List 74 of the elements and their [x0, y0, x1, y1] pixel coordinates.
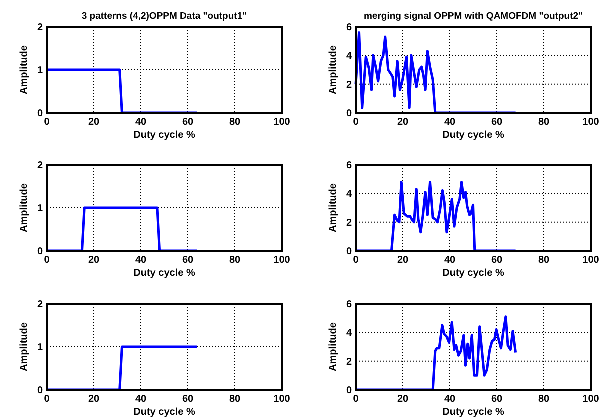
x-tick-label: 0 — [44, 394, 50, 405]
y-tick-label: 4 — [346, 51, 352, 62]
y-tick-label: 0 — [37, 246, 44, 258]
y-axis-title: Amplitude — [328, 183, 339, 232]
line-series — [354, 180, 518, 252]
x-axis-title: Duty cycle % — [442, 407, 504, 418]
y-tick-label: 2 — [37, 160, 44, 172]
y-tick-label: 6 — [346, 300, 352, 310]
x-tick-label: 20 — [397, 394, 409, 405]
y-tick-label: 1 — [37, 66, 44, 76]
line-series — [354, 31, 518, 114]
x-axis-title: Duty cycle % — [134, 407, 196, 418]
x-axis-title: Duty cycle % — [442, 130, 504, 141]
y-axis-title: Amplitude — [328, 322, 339, 372]
y-tick-label: 4 — [346, 328, 352, 340]
x-tick-label: 20 — [88, 117, 100, 128]
x-tick-label: 80 — [538, 117, 550, 128]
chart-title: 3 patterns (4,2)OPPM Data "output1" — [82, 11, 248, 22]
y-tick-label: 2 — [346, 80, 352, 91]
x-tick-label: 20 — [397, 117, 409, 128]
x-tick-label: 60 — [182, 255, 194, 266]
x-tick-label: 40 — [444, 117, 456, 128]
x-tick-label: 80 — [538, 394, 550, 405]
y-axis-title: Amplitude — [19, 45, 30, 94]
y-axis-title: Amplitude — [328, 45, 339, 94]
x-tick-label: 0 — [44, 255, 50, 266]
x-tick-label: 100 — [582, 255, 600, 266]
x-axis-title: Duty cycle % — [442, 268, 504, 279]
x-tick-label: 60 — [491, 394, 503, 405]
y-tick-label: 2 — [346, 356, 352, 368]
x-tick-label: 40 — [444, 255, 456, 266]
x-tick-label: 40 — [135, 255, 147, 266]
x-tick-label: 60 — [182, 117, 194, 128]
y-tick-label: 6 — [346, 160, 352, 172]
x-axis-title: Duty cycle % — [134, 130, 196, 141]
x-axis-title: Duty cycle % — [134, 268, 196, 279]
y-tick-label: 1 — [37, 204, 44, 214]
x-tick-label: 100 — [582, 394, 600, 405]
y-tick-label: 1 — [37, 342, 44, 354]
y-tick-label: 0 — [37, 108, 44, 120]
x-tick-label: 100 — [274, 394, 291, 405]
x-tick-label: 20 — [88, 255, 100, 266]
x-tick-label: 60 — [182, 394, 194, 405]
chart-title: merging signal OPPM with QAMOFDM "output2" — [364, 11, 584, 22]
x-tick-label: 60 — [491, 255, 503, 266]
y-tick-label: 0 — [346, 246, 352, 258]
y-axis-title: Amplitude — [19, 322, 30, 372]
y-tick-label: 2 — [37, 300, 44, 310]
x-tick-label: 100 — [274, 117, 291, 128]
x-tick-label: 100 — [582, 117, 600, 128]
x-tick-label: 80 — [229, 394, 241, 405]
x-tick-label: 40 — [135, 394, 147, 405]
y-tick-label: 0 — [37, 386, 44, 396]
x-tick-label: 80 — [229, 117, 241, 128]
y-tick-label: 0 — [346, 108, 352, 120]
x-tick-label: 0 — [353, 394, 360, 405]
y-axis-title: Amplitude — [19, 183, 30, 232]
x-tick-label: 60 — [491, 117, 503, 128]
x-tick-label: 40 — [135, 117, 147, 128]
line-series — [354, 316, 518, 392]
y-tick-label: 0 — [346, 386, 352, 396]
y-tick-label: 4 — [346, 189, 352, 200]
y-tick-label: 2 — [37, 22, 44, 34]
y-tick-label: 2 — [346, 218, 352, 229]
x-tick-label: 20 — [397, 255, 409, 266]
x-tick-label: 0 — [353, 255, 360, 266]
x-tick-label: 40 — [444, 394, 456, 405]
x-tick-label: 80 — [229, 255, 241, 266]
x-tick-label: 0 — [44, 117, 50, 128]
y-tick-label: 6 — [346, 22, 352, 34]
x-tick-label: 20 — [88, 394, 100, 405]
x-tick-label: 0 — [353, 117, 360, 128]
x-tick-label: 80 — [538, 255, 550, 266]
x-tick-label: 100 — [274, 255, 291, 266]
